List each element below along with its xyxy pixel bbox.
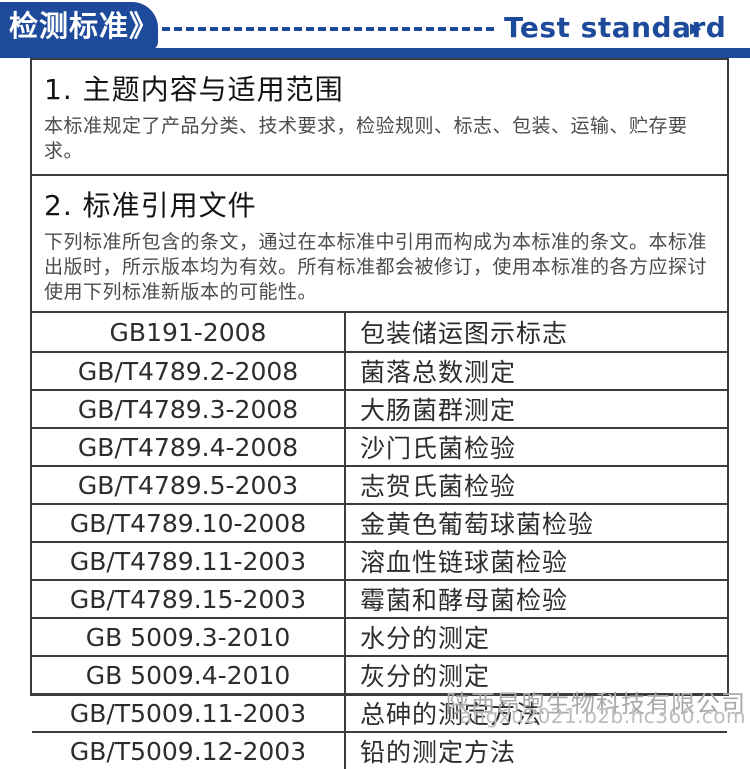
dashed-divider [162,27,494,31]
standard-name: 溶血性链球菌检验 [346,541,727,579]
watermark-url: angxu2021.b2b.hc360.com [459,704,746,728]
standard-code: GB 5009.4-2010 [32,655,346,693]
watermark-company: 陕西昂煦生物科技有限公司 [446,690,746,718]
section-references: 2. 标准引用文件 下列标准所包含的条文，通过在本标准中引用而构成为本标准的条文… [32,176,727,313]
badge-label: 检测标准》 [9,9,160,43]
standard-name: 金黄色葡萄球菌检验 [346,503,727,541]
standard-code: GB/T4789.15-2003 [32,579,346,617]
standard-code: GB/T4789.3-2008 [32,389,346,427]
standard-name: 菌落总数测定 [346,351,727,389]
standard-name: 灰分的测定 [346,655,727,693]
standard-name: 霉菌和酵母菌检验 [346,579,727,617]
section-scope-body: 本标准规定了产品分类、技术要求，检验规则、标志、包装、运输、贮存要求。 [44,115,688,162]
standard-code: GB/T4789.10-2008 [32,503,346,541]
section-references-heading: 2. 标准引用文件 [44,189,257,222]
standard-name: 大肠菌群测定 [346,389,727,427]
header-accent-bar [0,48,750,58]
standard-code: GB/T4789.4-2008 [32,427,346,465]
standard-name: 志贺氏菌检验 [346,465,727,503]
section-header-badge: 检测标准》 [0,2,158,50]
standard-code: GB191-2008 [32,313,346,351]
standards-document-box: 1. 主题内容与适用范围 本标准规定了产品分类、技术要求，检验规则、标志、包装、… [30,58,729,769]
standard-code: GB/T4789.11-2003 [32,541,346,579]
standard-code: GB/T4789.5-2003 [32,465,346,503]
section-scope: 1. 主题内容与适用范围 本标准规定了产品分类、技术要求，检验规则、标志、包装、… [32,60,727,176]
standard-name: 沙门氏菌检验 [346,427,727,465]
standard-name: 包装储运图示标志 [360,319,569,348]
header-title-en: Test standard [504,11,727,44]
standard-code: GB/T5009.11-2003 [32,693,346,731]
standard-name: 水分的测定 [346,617,727,655]
standard-code: GB/T5009.12-2003 [32,731,346,769]
standard-name: 铅的测定方法 [346,731,727,769]
section-scope-heading: 1. 主题内容与适用范围 [44,73,344,106]
standard-code: GB/T4789.2-2008 [32,351,346,389]
section-references-body: 下列标准所包含的条文，通过在本标准中引用而构成为本标准的条文。本标准出版时，所示… [44,231,708,303]
standard-code: GB 5009.3-2010 [32,617,346,655]
arrow-right-icon: ▶ [690,19,702,37]
